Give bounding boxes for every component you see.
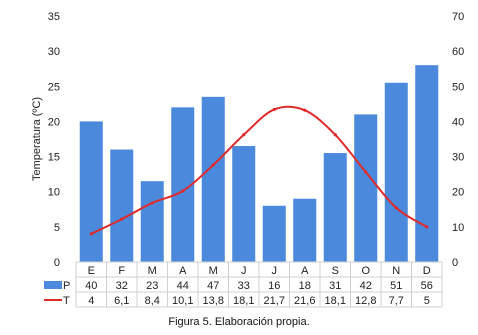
table-cell-temperature: 21,6 (294, 295, 315, 307)
x-tick-label: M (148, 265, 157, 277)
precip-bar-n-10 (384, 82, 408, 263)
y-tick-label: 5 (54, 222, 60, 234)
x-tick-label: A (301, 265, 309, 277)
x-tick-label: S (332, 265, 339, 277)
precipitation-bars (79, 65, 439, 263)
table-cell-precipitation: 47 (207, 280, 219, 292)
x-tick-label: A (179, 265, 187, 277)
temperature-line (89, 105, 429, 236)
y-axis-title: Temperatura (ºC) (31, 97, 43, 181)
precip-bar-j-6 (262, 205, 286, 262)
x-tick-label: D (423, 265, 431, 277)
y2-tick-label: 70 (452, 11, 464, 23)
table-cell-precipitation: 51 (390, 280, 402, 292)
table-cell-precipitation: 31 (329, 280, 341, 292)
x-tick-label: O (361, 265, 370, 277)
y-tick-label: 10 (48, 187, 60, 199)
temperature-series-line (90, 105, 428, 235)
y2-tick-label: 20 (452, 187, 464, 199)
legend-key-precipitation (44, 281, 62, 289)
y2-tick-label: 10 (452, 222, 464, 234)
table-cell-precipitation: 44 (177, 280, 189, 292)
temperature-point-2 (150, 201, 154, 205)
table-cell-precipitation: 56 (421, 280, 433, 292)
temperature-point-1 (120, 217, 124, 221)
y2-tick-label: 40 (452, 116, 464, 128)
y2-tick-label: 30 (452, 152, 464, 164)
legend-label-precipitation: P (63, 280, 70, 292)
table-cell-precipitation: 32 (116, 280, 128, 292)
table-cell-precipitation: 40 (85, 280, 97, 292)
table-cell-precipitation: 16 (268, 280, 280, 292)
data-table: PT 40 32 23 44 47 33 16 18 31 42 51 56 4 6,1 8,4 10,1 13,… (44, 261, 443, 308)
x-tick-label: J (241, 265, 247, 277)
table-cell-temperature: 10,1 (172, 295, 193, 307)
table-cell-temperature: 18,1 (325, 295, 346, 307)
x-tick-label: F (118, 265, 125, 277)
precip-bar-o-9 (354, 114, 378, 263)
legend-label-temperature: T (63, 295, 70, 307)
temperature-point-10 (394, 206, 398, 210)
precip-bar-s-8 (323, 153, 347, 262)
table-cell-precipitation: 23 (146, 280, 158, 292)
table-cell-temperature: 6,1 (114, 295, 129, 307)
figure-caption: Figura 5. Elaboración propia. (168, 316, 310, 328)
table-cell-temperature: 18,1 (233, 295, 254, 307)
temperature-point-7 (303, 108, 307, 112)
precip-bar-a-7 (293, 198, 317, 262)
temperature-point-9 (364, 170, 368, 174)
table-cell-temperature: 4 (88, 295, 94, 307)
precip-bar-f-1 (110, 149, 134, 262)
table-cell-precipitation: 33 (238, 280, 250, 292)
precip-bar-m-4 (201, 96, 225, 262)
y-tick-label: 0 (54, 257, 60, 269)
temperature-point-0 (89, 232, 93, 236)
temperature-point-11 (425, 225, 429, 229)
table-cell-temperature: 8,4 (145, 295, 160, 307)
table-cell-temperature: 12,8 (355, 295, 376, 307)
y-tick-label: 35 (48, 11, 60, 23)
x-tick-label: E (88, 265, 95, 277)
precip-bar-d-11 (415, 65, 439, 262)
table-cell-temperature: 21,7 (264, 295, 285, 307)
y-tick-label: 20 (48, 116, 60, 128)
table-cell-temperature: 7,7 (389, 295, 404, 307)
left-axis: 0 5 10 15 20 25 30 35 Temperatura (ºC) (31, 11, 60, 269)
table-cell-temperature: 5 (424, 295, 430, 307)
precip-bar-e-0 (79, 121, 103, 262)
y-tick-label: 25 (48, 81, 60, 93)
x-tick-label: N (392, 265, 400, 277)
x-tick-label: J (272, 265, 278, 277)
right-axis: 010203040506070Precipitaciones (mm) (452, 11, 478, 269)
y-tick-label: 15 (48, 152, 60, 164)
precip-bar-j-5 (232, 146, 256, 262)
y-tick-label: 30 (48, 46, 60, 58)
temperature-point-4 (211, 163, 215, 167)
y2-tick-label: 50 (452, 81, 464, 93)
table-cell-precipitation: 42 (360, 280, 372, 292)
precip-bar-a-3 (171, 107, 195, 262)
table-cell-precipitation: 18 (299, 280, 311, 292)
y2-tick-label: 60 (452, 46, 464, 58)
table-cell-temperature: 13,8 (203, 295, 224, 307)
temperature-point-5 (242, 133, 246, 137)
precip-bar-m-2 (140, 181, 164, 262)
y2-tick-label: 0 (452, 257, 458, 269)
temperature-point-6 (272, 107, 276, 112)
temperature-point-3 (181, 189, 185, 193)
temperature-point-8 (333, 133, 337, 137)
x-tick-label: M (209, 265, 218, 277)
